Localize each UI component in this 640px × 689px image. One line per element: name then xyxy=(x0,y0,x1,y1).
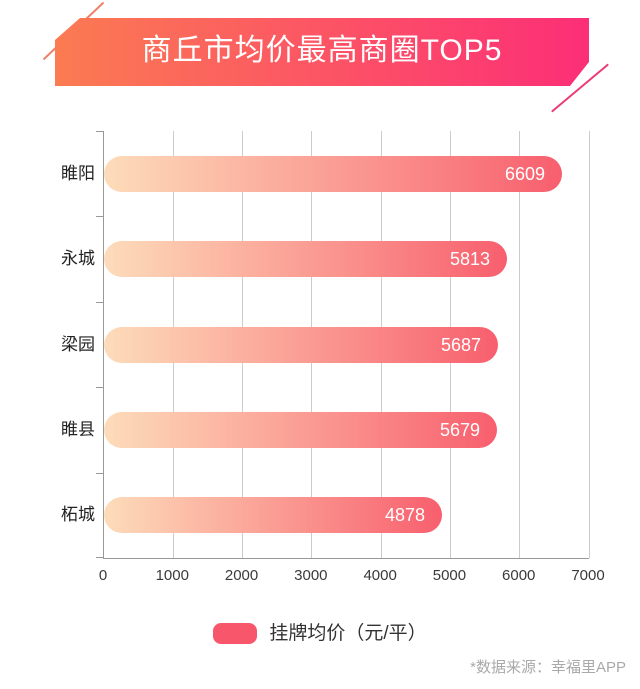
bar-柘城: 4878 xyxy=(104,497,442,534)
y-axis-tick xyxy=(96,131,103,132)
x-axis-tick-label: 2000 xyxy=(224,567,259,584)
bar-value-label: 4878 xyxy=(384,505,425,526)
category-label-梁园: 梁园 xyxy=(61,334,95,354)
legend-swatch-icon xyxy=(213,622,258,644)
bar-value-label: 6609 xyxy=(504,163,545,184)
y-axis-tick xyxy=(96,387,103,388)
x-axis-tick-label: 4000 xyxy=(363,567,397,584)
x-axis-tick-label: 0 xyxy=(98,567,108,584)
y-axis-tick xyxy=(96,302,103,303)
x-axis-tick-label: 1000 xyxy=(155,567,189,584)
title-banner: 商丘市均价最高商圈TOP5 xyxy=(55,18,589,86)
data-source-note: *数据来源：幸福里APP xyxy=(470,659,626,676)
gridline xyxy=(519,131,521,558)
page-title: 商丘市均价最高商圈TOP5 xyxy=(141,34,503,67)
y-axis-tick xyxy=(96,216,103,217)
x-axis-tick-label: 3000 xyxy=(294,567,328,584)
bar-row: 5813 xyxy=(104,241,589,278)
x-axis-tick-label: 6000 xyxy=(502,567,536,584)
bar-梁园: 5687 xyxy=(104,326,498,363)
x-axis-tick-label: 5000 xyxy=(432,567,467,584)
bar-chart-plot-area: 6609 5813 5687 5679 4878 xyxy=(96,131,590,559)
category-label-永城: 永城 xyxy=(61,249,95,269)
bar-value-label: 5679 xyxy=(439,419,480,440)
bar-睢阳: 6609 xyxy=(104,155,562,192)
bar-value-label: 5687 xyxy=(440,334,481,355)
gridline xyxy=(588,131,590,558)
category-label-柘城: 柘城 xyxy=(61,505,95,525)
bar-row: 5679 xyxy=(104,411,589,448)
bar-睢县: 5679 xyxy=(104,411,497,448)
chart-legend: 挂牌均价（元/平） xyxy=(0,618,640,648)
x-axis-tick-label: 7000 xyxy=(571,567,605,584)
bar-永城: 5813 xyxy=(104,241,507,278)
y-axis-tick xyxy=(96,557,103,558)
bar-row: 5687 xyxy=(104,326,589,363)
bar-value-label: 5813 xyxy=(449,249,490,270)
bar-row: 6609 xyxy=(104,155,589,192)
category-label-睢阳: 睢阳 xyxy=(61,163,95,183)
y-axis-tick xyxy=(96,473,103,474)
category-label-睢县: 睢县 xyxy=(61,419,95,439)
bar-row: 4878 xyxy=(104,497,589,534)
legend-label: 挂牌均价（元/平） xyxy=(269,622,427,644)
